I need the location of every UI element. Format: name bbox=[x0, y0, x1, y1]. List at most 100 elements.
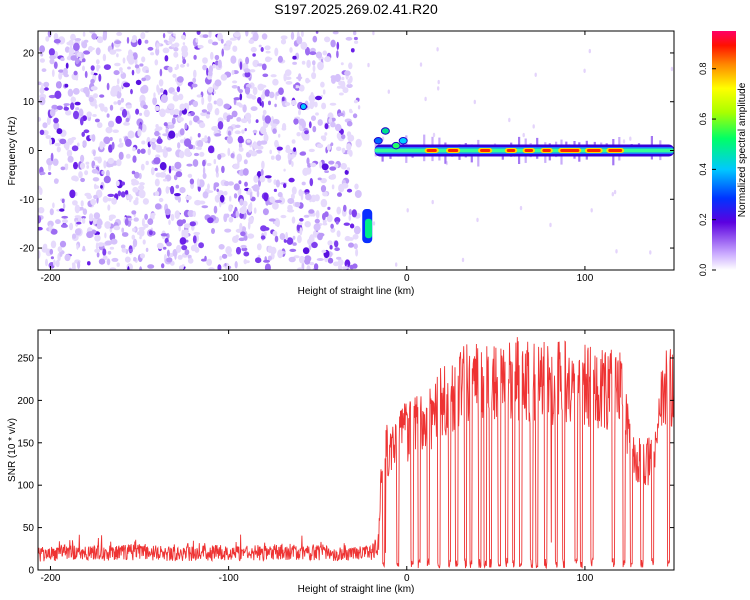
spectrogram-cell bbox=[162, 133, 170, 137]
spectrogram-cell bbox=[270, 74, 277, 78]
spectrogram-cell bbox=[185, 195, 192, 201]
spectrogram-cell bbox=[239, 61, 243, 71]
spectrogram-cell bbox=[55, 81, 62, 89]
spectrogram-cell bbox=[83, 50, 91, 55]
spectrogram-cell bbox=[251, 95, 257, 100]
spectrogram-cell bbox=[347, 150, 350, 155]
spectrogram-cell bbox=[207, 93, 212, 103]
spectrogram-cell bbox=[109, 137, 113, 141]
spectrogram-cell bbox=[139, 266, 143, 270]
spectrogram-cell bbox=[367, 62, 370, 68]
spectrogram-cell bbox=[164, 55, 169, 62]
spectrogram-cell bbox=[233, 31, 241, 38]
spectrogram-cell bbox=[237, 135, 244, 144]
spectrogram-cell bbox=[47, 172, 52, 175]
spectrogram-cell bbox=[177, 117, 184, 122]
spectrogram-cell bbox=[287, 152, 291, 161]
spectrogram-cell bbox=[50, 240, 57, 249]
signal-blob bbox=[380, 127, 390, 135]
snr-xlabel: Height of straight line (km) bbox=[298, 584, 415, 595]
spectrogram-cell bbox=[321, 102, 327, 110]
spectrogram-cell bbox=[190, 244, 197, 252]
spectrogram-cell bbox=[132, 227, 136, 232]
spectrogram-cell bbox=[104, 232, 107, 239]
spectrogram-cell bbox=[184, 223, 191, 229]
spectrogram-cell bbox=[49, 58, 55, 65]
spectrogram-cell bbox=[337, 192, 342, 197]
spectrogram-cell bbox=[70, 102, 75, 110]
spectrogram-cell bbox=[92, 149, 96, 157]
spectrogram-cell bbox=[84, 192, 91, 197]
spectrogram-xlabel: Height of straight line (km) bbox=[298, 286, 415, 297]
spectrogram-cell bbox=[63, 106, 69, 111]
spectrogram-cell bbox=[243, 68, 251, 73]
spectrogram-cell bbox=[192, 77, 197, 84]
spectrogram-cell bbox=[613, 189, 617, 195]
spectrogram-cell bbox=[142, 239, 146, 245]
spectrogram-cell bbox=[59, 138, 67, 145]
spectrogram-cell bbox=[170, 213, 175, 222]
spectrogram-cell bbox=[263, 259, 270, 263]
spectrogram-cell bbox=[171, 117, 176, 125]
spectrogram-cell bbox=[353, 36, 358, 41]
spectrogram-cell bbox=[305, 79, 311, 83]
spectrogram-cell bbox=[184, 122, 188, 130]
spectrogram-cell bbox=[221, 48, 224, 57]
spectrogram-cell bbox=[247, 233, 255, 239]
spectrogram-cell bbox=[308, 261, 315, 266]
spectrogram-cell bbox=[134, 64, 140, 69]
spectrogram-cell bbox=[91, 168, 99, 174]
spectrogram-cell bbox=[351, 209, 357, 218]
spectrogram-cell bbox=[67, 88, 74, 97]
spectrogram-cell bbox=[424, 96, 427, 102]
spectrogram-cell bbox=[46, 116, 51, 126]
spectrogram-cell bbox=[93, 194, 98, 200]
spectrogram-cell bbox=[197, 133, 201, 138]
spectrogram-cell bbox=[312, 125, 317, 133]
spectrogram-cell bbox=[320, 185, 327, 193]
spectrogram-cell bbox=[48, 94, 56, 99]
spectrogram-cell bbox=[133, 217, 139, 222]
colorbar-tick-label: 0.6 bbox=[698, 113, 708, 126]
spectrogram-cell bbox=[229, 37, 237, 41]
spectrogram-cell bbox=[235, 210, 239, 218]
spectrogram-cell bbox=[355, 138, 362, 148]
spectrogram-cell bbox=[133, 199, 139, 206]
spectrogram-cell bbox=[269, 196, 275, 203]
spectrogram-cell bbox=[348, 208, 352, 216]
spectrogram-cell bbox=[345, 36, 353, 41]
spectrogram-cell bbox=[202, 57, 208, 64]
spectrogram-cell bbox=[206, 258, 213, 266]
spectrogram-cell bbox=[160, 94, 168, 103]
spectrogram-cell bbox=[304, 130, 309, 135]
spectrogram-cell bbox=[62, 203, 66, 210]
spectrogram-cell bbox=[69, 189, 76, 199]
spectrogram-cell bbox=[182, 58, 187, 64]
spectrogram-cell bbox=[308, 94, 316, 103]
signal-hotspot-core bbox=[524, 149, 534, 152]
spectrogram-cell bbox=[296, 36, 303, 45]
spectrogram-cell bbox=[289, 248, 297, 252]
spectrogram-cell bbox=[84, 70, 88, 79]
spectrogram-cell bbox=[82, 140, 87, 148]
spectrogram-cell bbox=[348, 62, 353, 70]
spectrogram-cell bbox=[260, 47, 264, 52]
spectrogram-cell bbox=[343, 204, 347, 212]
spectrogram-cell bbox=[202, 166, 206, 175]
spectrogram-cell bbox=[75, 107, 80, 111]
spectrogram-cell bbox=[219, 194, 225, 203]
spectrogram-cell bbox=[38, 116, 42, 122]
spectrogram-cell bbox=[235, 124, 241, 128]
spectrogram-cell bbox=[139, 63, 144, 67]
spectrogram-cell bbox=[343, 222, 350, 226]
spectrogram-cell bbox=[95, 47, 101, 56]
spectrogram-cell bbox=[201, 97, 205, 105]
spectrogram-cell bbox=[73, 110, 79, 120]
spectrogram-cell bbox=[232, 163, 240, 170]
spectrogram-cell bbox=[169, 109, 174, 116]
spectrogram-cell bbox=[82, 65, 85, 72]
spectrogram-cell bbox=[90, 78, 95, 84]
spectrogram-cell bbox=[175, 171, 183, 178]
spectrogram-cell bbox=[174, 161, 182, 170]
spectrogram-cell bbox=[144, 39, 149, 44]
